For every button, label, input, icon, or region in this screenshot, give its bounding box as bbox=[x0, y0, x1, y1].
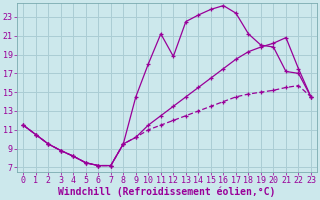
X-axis label: Windchill (Refroidissement éolien,°C): Windchill (Refroidissement éolien,°C) bbox=[58, 187, 276, 197]
